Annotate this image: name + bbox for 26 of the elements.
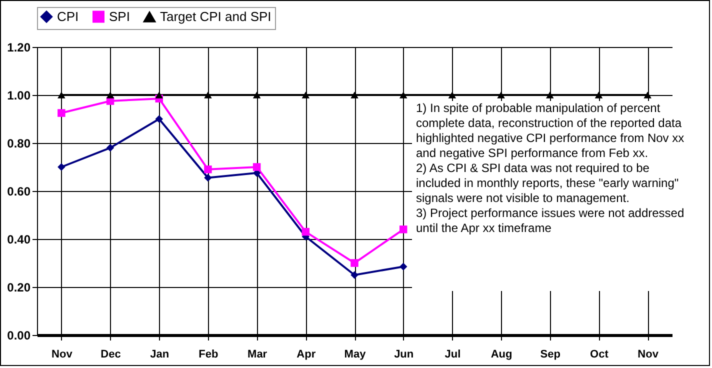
y-tick-label: 1.20 (7, 40, 31, 54)
x-tick-label: Nov (638, 348, 660, 360)
x-tick-label: Apr (296, 348, 316, 360)
x-tick-label: Dec (100, 348, 121, 360)
y-tick-label: 1.00 (7, 88, 31, 102)
y-tick-label: 0.00 (7, 328, 31, 342)
x-tick-label: Sep (540, 348, 561, 360)
x-tick-label: Oct (590, 348, 609, 360)
x-tick-label: Aug (490, 348, 512, 360)
x-tick-label: Jun (394, 348, 414, 360)
annotation: 2) As CPI & SPI data was not required to be included in monthly reports, these "early warning" signals were not visible to management. (416, 161, 680, 206)
y-tick-label: 0.40 (7, 232, 31, 246)
y-tick-label: 0.60 (7, 184, 31, 198)
legend-label: SPI (109, 8, 130, 24)
x-tick-label: Mar (248, 348, 268, 360)
legend-label: CPI (57, 8, 79, 24)
legend-label: Target CPI and SPI (160, 9, 272, 24)
x-tick-label: Nov (52, 348, 74, 360)
y-tick-label: 0.20 (7, 280, 31, 294)
annotation: 3) Project performance issues were not addressed until the Apr xx timeframe (416, 206, 686, 236)
x-tick-label: May (344, 348, 367, 360)
annotation: 1) In spite of probable manipulation of percent complete data, reconstruction of the reported data highlighted negative CPI performance from Nov xx and negative SPI performance from Feb xx. (416, 101, 686, 161)
x-tick-label: Jul (444, 348, 461, 360)
x-tick-label: Feb (198, 348, 219, 360)
x-tick-label: Jan (150, 348, 170, 360)
y-tick-label: 0.80 (7, 136, 31, 150)
